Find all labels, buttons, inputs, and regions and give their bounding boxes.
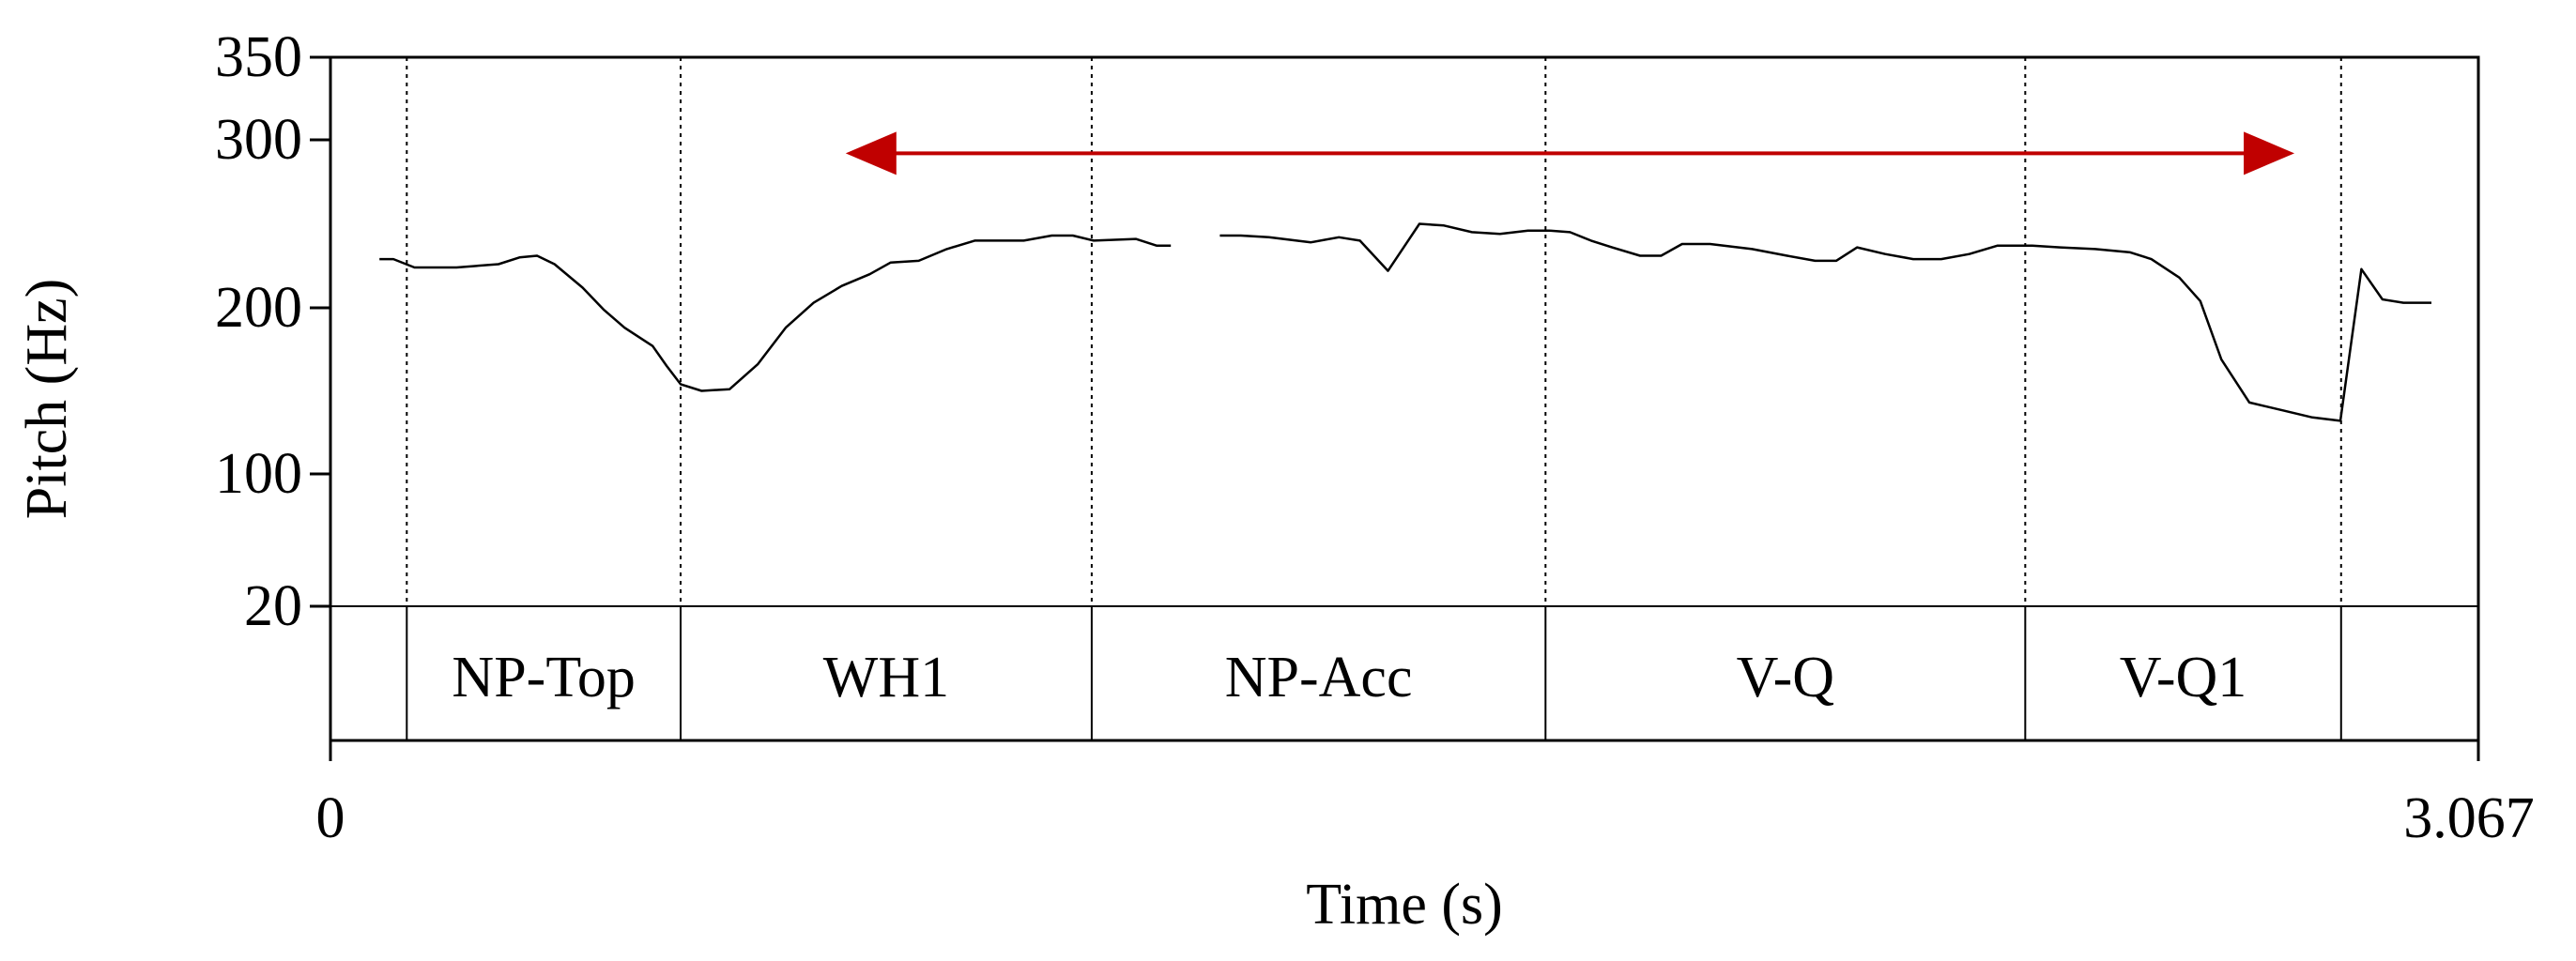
range-arrow xyxy=(845,131,2295,175)
x-axis-label: Time (s) xyxy=(1306,873,1503,937)
x-tick-label: 3.067 xyxy=(2403,786,2535,850)
y-tick-label: 350 xyxy=(215,25,302,89)
pitch-contour xyxy=(379,222,2431,422)
y-tick-label: 300 xyxy=(215,108,302,172)
tier-label: NP-Top xyxy=(452,646,635,709)
arrowhead-left xyxy=(845,131,897,175)
y-tick-label: 200 xyxy=(215,276,302,340)
y-tick-label: 20 xyxy=(244,574,302,638)
tier-label: V-Q1 xyxy=(2120,646,2247,709)
tier-label: NP-Acc xyxy=(1225,646,1413,709)
tier-label: WH1 xyxy=(823,646,949,709)
segment-boundaries xyxy=(406,57,2342,740)
pitch-contour-segment xyxy=(379,234,1172,392)
y-axis-ticks: 350 300 200 100 20 xyxy=(215,25,330,638)
y-tick-label: 100 xyxy=(215,442,302,506)
tier-label: V-Q xyxy=(1737,646,1835,709)
arrowhead-right xyxy=(2244,131,2295,175)
x-axis-ticks: 0 3.067 xyxy=(316,740,2535,850)
tier-labels: NP-Top WH1 NP-Acc V-Q V-Q1 xyxy=(452,646,2246,709)
y-axis-label: Pitch (Hz) xyxy=(15,279,79,520)
x-tick-label: 0 xyxy=(316,786,345,850)
plot-frame xyxy=(329,55,2480,742)
pitch-contour-segment xyxy=(1219,222,2431,422)
